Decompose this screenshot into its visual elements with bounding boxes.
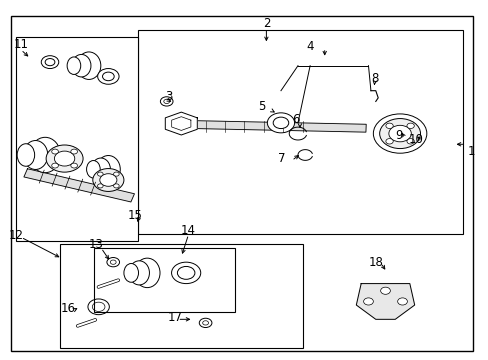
Circle shape: [107, 257, 119, 267]
Circle shape: [380, 287, 389, 294]
FancyBboxPatch shape: [60, 244, 302, 348]
Text: 16: 16: [61, 302, 76, 315]
Text: 17: 17: [167, 311, 183, 324]
Polygon shape: [165, 112, 197, 135]
Circle shape: [113, 172, 119, 176]
Circle shape: [97, 184, 103, 188]
Circle shape: [406, 123, 413, 129]
Circle shape: [273, 117, 288, 129]
Ellipse shape: [96, 156, 120, 183]
Circle shape: [267, 113, 294, 133]
FancyBboxPatch shape: [94, 248, 234, 312]
Text: 4: 4: [306, 40, 313, 53]
Ellipse shape: [23, 140, 48, 170]
Circle shape: [177, 266, 195, 279]
Text: 2: 2: [262, 17, 269, 30]
Text: 1: 1: [467, 145, 474, 158]
Text: 8: 8: [370, 72, 378, 85]
Circle shape: [388, 125, 410, 142]
Polygon shape: [24, 169, 134, 202]
Circle shape: [98, 68, 119, 84]
Text: 14: 14: [181, 224, 196, 237]
Circle shape: [397, 298, 407, 305]
Ellipse shape: [91, 158, 110, 180]
Circle shape: [71, 149, 77, 154]
Text: 9: 9: [394, 129, 402, 142]
Ellipse shape: [17, 144, 35, 166]
Circle shape: [71, 163, 77, 168]
Circle shape: [406, 139, 413, 144]
Ellipse shape: [123, 264, 138, 282]
Circle shape: [202, 321, 208, 325]
Text: 18: 18: [367, 256, 383, 269]
Polygon shape: [195, 121, 366, 132]
Ellipse shape: [72, 54, 91, 77]
Circle shape: [41, 56, 59, 68]
Polygon shape: [356, 284, 414, 319]
Circle shape: [385, 139, 392, 144]
Text: 13: 13: [89, 238, 103, 251]
Circle shape: [54, 151, 75, 166]
Circle shape: [199, 318, 211, 328]
Text: 6: 6: [291, 113, 299, 126]
Text: 10: 10: [407, 133, 422, 146]
FancyBboxPatch shape: [137, 30, 462, 234]
Circle shape: [160, 97, 173, 106]
Circle shape: [52, 163, 58, 168]
FancyBboxPatch shape: [11, 16, 472, 351]
Ellipse shape: [129, 261, 149, 285]
Circle shape: [93, 168, 123, 192]
Circle shape: [363, 298, 372, 305]
Circle shape: [45, 59, 55, 66]
Circle shape: [102, 72, 114, 81]
Circle shape: [100, 174, 117, 186]
Text: 3: 3: [165, 90, 172, 103]
Text: 11: 11: [13, 39, 28, 51]
Circle shape: [110, 260, 116, 264]
Circle shape: [113, 184, 119, 188]
Ellipse shape: [86, 161, 100, 178]
Circle shape: [171, 262, 201, 284]
Ellipse shape: [67, 57, 81, 75]
Ellipse shape: [77, 52, 101, 80]
Circle shape: [97, 172, 103, 176]
Text: 5: 5: [257, 100, 264, 113]
Circle shape: [385, 123, 392, 129]
Text: 7: 7: [278, 152, 285, 165]
Text: 12: 12: [8, 229, 23, 242]
Ellipse shape: [134, 258, 160, 288]
Ellipse shape: [30, 137, 61, 173]
Circle shape: [46, 145, 83, 172]
Text: 15: 15: [127, 208, 142, 221]
Circle shape: [163, 99, 169, 104]
Circle shape: [379, 118, 420, 149]
FancyBboxPatch shape: [16, 37, 137, 241]
Circle shape: [52, 149, 58, 154]
